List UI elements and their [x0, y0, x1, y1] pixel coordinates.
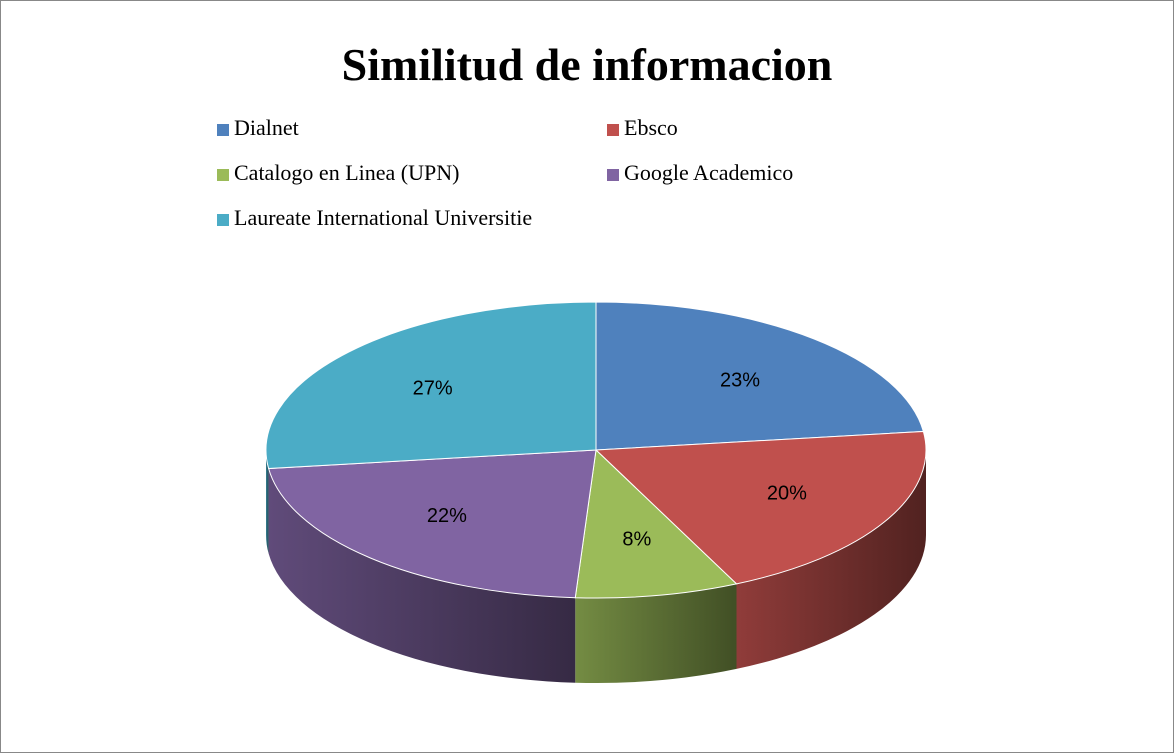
pie-side — [268, 468, 576, 683]
legend-label: Google Academico — [624, 160, 793, 185]
pie-slice — [265, 301, 597, 470]
legend-label: Ebsco — [624, 115, 678, 140]
legend-label: Catalogo en Linea (UPN) — [234, 160, 459, 185]
legend-swatch — [607, 124, 619, 136]
pie-side — [736, 450, 926, 669]
data-label: 27% — [413, 378, 453, 400]
legend-label: Dialnet — [234, 115, 299, 140]
legend-swatch — [217, 124, 229, 136]
legend-label: Laureate International Universitie — [234, 205, 532, 230]
legend-swatch — [217, 214, 229, 226]
data-label: 20% — [767, 482, 807, 504]
data-label: 8% — [622, 528, 651, 550]
pie-slice — [574, 448, 738, 599]
data-label: 23% — [720, 369, 760, 391]
legend-swatch — [217, 169, 229, 181]
legend-swatch — [607, 169, 619, 181]
pie-slice — [267, 449, 597, 599]
pie-slice — [594, 430, 927, 585]
pie-side — [266, 450, 269, 554]
pie-slice — [595, 301, 925, 451]
data-label: 22% — [427, 505, 467, 527]
pie-side — [575, 583, 737, 683]
chart-title: Similitud de informacion — [342, 39, 833, 90]
